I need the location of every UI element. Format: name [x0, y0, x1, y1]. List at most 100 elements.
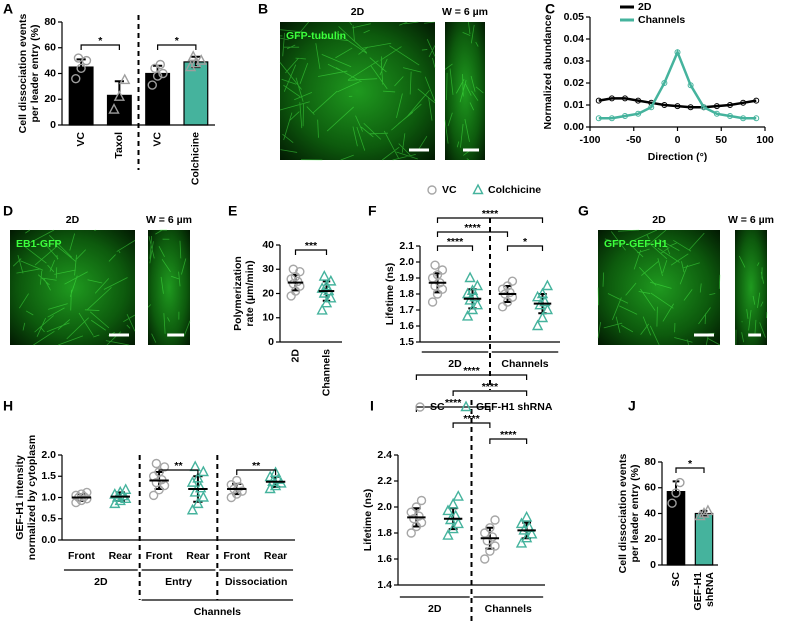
data-point: [485, 546, 495, 556]
series-point: [753, 115, 760, 122]
stain-label: GFP-GEF-H1: [604, 238, 668, 250]
y-tick-label: 20: [262, 287, 274, 299]
y-tick-label: 1.8: [399, 288, 414, 300]
series-point: [740, 115, 747, 122]
significance-label: ****: [463, 365, 480, 377]
x-tick-label: Rear: [264, 550, 287, 562]
y-tick-label: 2.2: [377, 475, 392, 487]
y-tick-label: 20: [644, 533, 656, 545]
significance-bracket: [80, 44, 120, 50]
legend-marker: [472, 183, 484, 195]
data-point: [526, 527, 538, 539]
data-point: [536, 287, 549, 299]
y-tick-label: 40: [644, 507, 656, 519]
filament-texture: [12, 229, 136, 346]
significance-label: ****: [445, 397, 462, 409]
data-point: [147, 80, 157, 90]
micrograph: [10, 230, 135, 345]
data-point: [507, 276, 518, 286]
series-point: [635, 97, 642, 104]
image-title: W = 6 µm: [728, 214, 774, 226]
series-point: [674, 103, 681, 110]
x-tick-label: SC: [670, 572, 682, 587]
data-point: [702, 504, 714, 516]
bar: [183, 61, 209, 126]
panel-letter: D: [3, 203, 13, 219]
series-point: [622, 113, 628, 119]
data-point: [71, 73, 81, 84]
legend-label: VC: [442, 184, 457, 196]
data-point: [414, 511, 424, 521]
x-tick-label: 0: [675, 134, 681, 146]
significance-label: **: [252, 460, 261, 472]
significance-bracket: [452, 422, 491, 428]
data-point: [119, 73, 131, 85]
micrograph: [598, 230, 720, 345]
data-point: [497, 302, 508, 312]
data-point: [667, 498, 677, 508]
data-point: [430, 260, 440, 270]
micrograph: [735, 230, 767, 345]
y-tick-label: 80: [644, 456, 656, 468]
micrograph: [148, 230, 190, 345]
series-point: [687, 82, 694, 89]
data-point: [148, 490, 159, 501]
significance-label: ***: [305, 240, 318, 252]
series-point: [674, 49, 681, 56]
y-tick-label: 1.5: [399, 336, 414, 348]
filament-texture: [735, 255, 768, 346]
panel-letter: B: [258, 1, 268, 17]
series-point: [700, 104, 707, 111]
image-title: W = 6 µm: [146, 214, 192, 226]
data-point: [269, 466, 282, 478]
x-tick-label: Front: [223, 550, 250, 562]
data-point: [531, 319, 544, 331]
data-point: [295, 266, 305, 277]
y-tick-label: 0.03: [564, 55, 585, 67]
y-tick-label: 1.0: [41, 491, 56, 503]
series-point: [713, 103, 720, 110]
series-point: [661, 80, 668, 86]
data-point: [71, 497, 81, 508]
data-point: [536, 311, 549, 323]
data-point: [480, 554, 490, 564]
image-title: 2D: [652, 214, 666, 226]
y-tick-label: 0: [268, 336, 274, 348]
data-point: [316, 282, 328, 293]
panel-letter: H: [3, 398, 13, 414]
x-tick-label: VC: [75, 132, 87, 147]
data-point: [286, 291, 296, 301]
image-title: 2D: [66, 214, 80, 226]
significance-bracket: [158, 469, 199, 475]
y-tick-label: 1.5: [41, 470, 56, 482]
significance-bracket: [236, 469, 277, 475]
series-point: [740, 99, 747, 106]
filament-texture: [147, 229, 191, 343]
significance-bracket: [436, 231, 509, 237]
y-tick-label: 1.9: [399, 272, 414, 284]
y-axis-label: Cell dissociation events: [17, 14, 29, 134]
y-tick-label: 2.0: [377, 501, 392, 513]
significance-label: ****: [482, 208, 499, 220]
y-tick-label: 2.4: [377, 449, 392, 461]
data-point: [452, 490, 464, 501]
data-point: [318, 270, 330, 281]
y-tick-label: 0.04: [564, 33, 585, 45]
y-axis-label: normalized by cytoplasm: [26, 435, 38, 560]
y-axis-label: Cell dissociation events: [617, 454, 629, 574]
significance-bracket: [436, 217, 544, 223]
data-point: [490, 515, 500, 525]
series-point: [661, 102, 668, 108]
data-point: [155, 59, 166, 70]
y-tick-label: 60: [644, 482, 656, 494]
significance-label: ****: [482, 381, 499, 393]
y-tick-label: 0.5: [41, 513, 56, 525]
data-point: [120, 483, 132, 495]
data-point: [192, 497, 204, 509]
y-tick-label: 0.00: [564, 121, 585, 133]
data-point: [461, 287, 474, 299]
y-axis-label: Polymerization: [232, 256, 244, 331]
data-point: [541, 279, 554, 291]
data-point: [411, 502, 422, 512]
y-tick-label: 2.1: [399, 240, 414, 252]
